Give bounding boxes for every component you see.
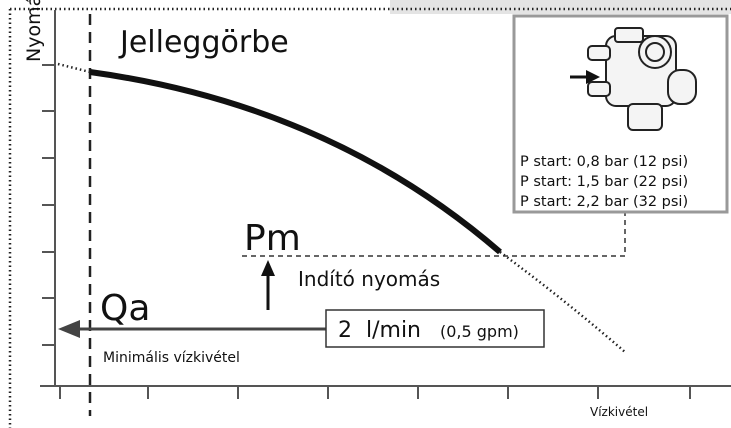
x-axis-label: Vízkivétel xyxy=(590,405,648,419)
curve-start xyxy=(58,64,90,72)
start-pressure-label: Indító nyomás xyxy=(298,267,440,291)
y-axis-label: Nyomás xyxy=(23,0,45,62)
min-flow-label: Minimális vízkivétel xyxy=(103,350,240,366)
min-flow-value: 2 l/min xyxy=(338,318,421,343)
inset-line: P start: 1,5 bar (22 psi) xyxy=(520,174,688,190)
left-arrow-head xyxy=(58,320,80,338)
min-flow-alt: (0,5 gpm) xyxy=(440,322,519,341)
pm-label: Pm xyxy=(244,218,301,259)
inset-line: P start: 2,2 bar (32 psi) xyxy=(520,194,688,210)
diagram: Jelleggörbe Nyomás Vízkivétel Pm Indító … xyxy=(0,0,731,428)
inset-line: P start: 0,8 bar (12 psi) xyxy=(520,154,688,170)
up-arrow-head xyxy=(261,260,275,276)
qa-label: Qa xyxy=(100,288,150,329)
title: Jelleggörbe xyxy=(118,25,289,60)
corner-shade xyxy=(390,0,731,14)
